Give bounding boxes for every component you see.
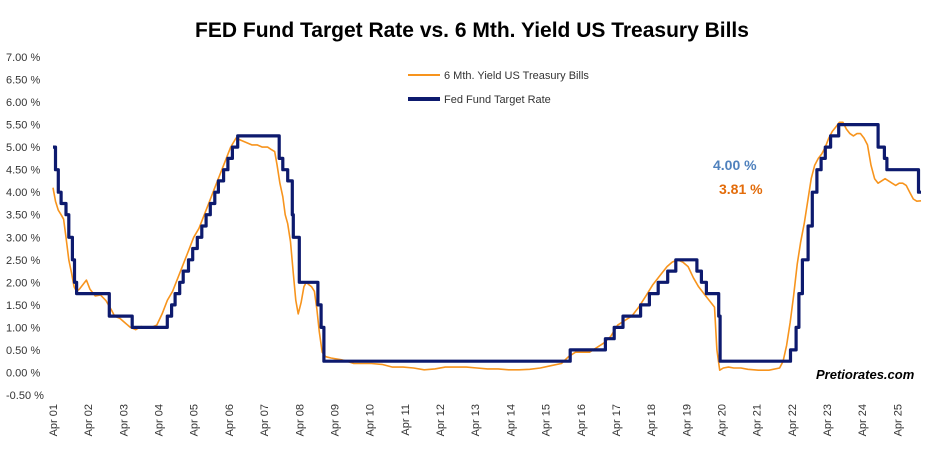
x-tick-label: Apr 09 bbox=[329, 404, 341, 436]
treasury-yield-line bbox=[52, 121, 922, 371]
y-tick-label: 1.50 % bbox=[6, 300, 40, 312]
source-credit: Pretiorates.com bbox=[816, 367, 915, 382]
y-tick-label: 2.50 % bbox=[6, 255, 40, 267]
y-tick-label: 6.50 % bbox=[6, 75, 40, 87]
y-tick-label: 0.00 % bbox=[6, 367, 40, 379]
x-tick-label: Apr 01 bbox=[48, 404, 60, 436]
y-tick-label: 3.00 % bbox=[6, 232, 40, 244]
y-tick-label: 6.00 % bbox=[6, 97, 40, 109]
x-tick-label: Apr 10 bbox=[365, 404, 377, 436]
x-tick-label: Apr 03 bbox=[118, 404, 130, 436]
chart-title: FED Fund Target Rate vs. 6 Mth. Yield US… bbox=[195, 19, 749, 42]
x-tick-label: Apr 18 bbox=[646, 404, 658, 436]
y-tick-label: 4.50 % bbox=[6, 165, 40, 177]
x-tick-label: Apr 02 bbox=[83, 404, 95, 436]
y-tick-label: 2.00 % bbox=[6, 277, 40, 289]
x-axis-tick-labels: Apr 01 Apr 02 Apr 03 Apr 04 Apr 05 Apr 06 Apr … bbox=[48, 404, 904, 436]
y-tick-label: 3.50 % bbox=[6, 210, 40, 222]
legend: 6 Mth. Yield US Treasury Bills Fed Fund … bbox=[408, 70, 589, 106]
x-tick-label: Apr 24 bbox=[857, 404, 869, 436]
treasury-yield-latest-callout: 3.81 % bbox=[719, 181, 763, 197]
x-tick-label: Apr 16 bbox=[576, 404, 588, 436]
y-tick-label: -0.50 % bbox=[6, 390, 44, 402]
y-tick-label: 4.00 % bbox=[6, 187, 40, 199]
x-tick-label: Apr 07 bbox=[259, 404, 271, 436]
fed-funds-latest-callout: 4.00 % bbox=[713, 157, 757, 173]
x-tick-label: Apr 14 bbox=[505, 404, 517, 436]
x-tick-label: Apr 15 bbox=[541, 404, 553, 436]
x-tick-label: Apr 08 bbox=[294, 404, 306, 436]
x-tick-label: Apr 17 bbox=[611, 404, 623, 436]
y-tick-label: 7.00 % bbox=[6, 52, 40, 64]
x-tick-label: Apr 19 bbox=[681, 404, 693, 436]
x-tick-label: Apr 23 bbox=[822, 404, 834, 436]
y-tick-label: 5.50 % bbox=[6, 120, 40, 132]
x-tick-label: Apr 06 bbox=[224, 404, 236, 436]
legend-label-treasury-yield: 6 Mth. Yield US Treasury Bills bbox=[444, 70, 589, 82]
y-tick-label: 0.50 % bbox=[6, 345, 40, 357]
y-axis-tick-labels: 7.00 % 6.50 % 6.00 % 5.50 % 5.00 % 4.50 % 4.00… bbox=[6, 52, 44, 402]
y-tick-label: 5.00 % bbox=[6, 142, 40, 154]
x-tick-label: Apr 12 bbox=[435, 404, 447, 436]
x-tick-label: Apr 05 bbox=[189, 404, 201, 436]
x-tick-label: Apr 25 bbox=[892, 404, 904, 436]
x-tick-label: Apr 20 bbox=[717, 404, 729, 436]
x-tick-label: Apr 21 bbox=[752, 404, 764, 436]
fed-funds-step-line bbox=[53, 123, 921, 363]
x-tick-label: Apr 22 bbox=[787, 404, 799, 436]
series-layer bbox=[52, 121, 922, 371]
x-tick-label: Apr 11 bbox=[400, 404, 412, 436]
x-tick-label: Apr 13 bbox=[470, 404, 482, 436]
legend-label-fed-funds: Fed Fund Target Rate bbox=[444, 94, 551, 106]
y-tick-label: 1.00 % bbox=[6, 322, 40, 334]
x-tick-label: Apr 04 bbox=[154, 404, 166, 436]
